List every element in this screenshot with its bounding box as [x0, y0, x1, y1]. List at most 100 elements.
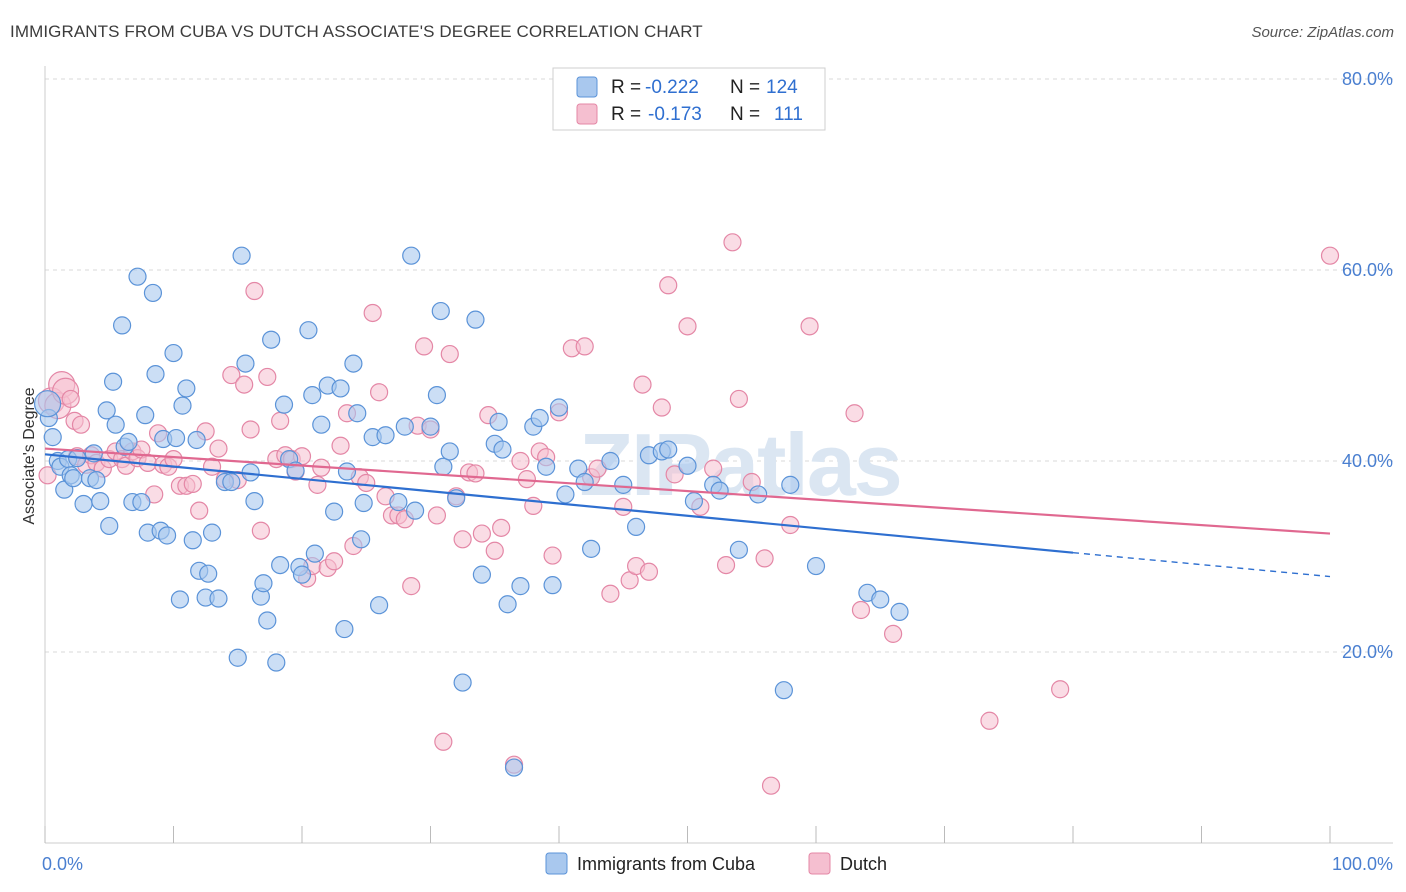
- cuba-point: [453, 673, 472, 692]
- legend-r-label-1: R =: [611, 77, 641, 98]
- cuba-point: [601, 451, 620, 471]
- dutch-point: [485, 541, 504, 560]
- dutch-point: [370, 383, 389, 402]
- dutch-points: [37, 233, 1340, 795]
- cuba-point: [106, 415, 125, 434]
- cuba-point: [348, 404, 367, 423]
- cuba-point: [781, 475, 800, 494]
- x-tick-label: 0.0%: [42, 854, 83, 874]
- dutch-point: [1051, 680, 1070, 699]
- cuba-point: [132, 492, 151, 512]
- cuba-point: [504, 758, 524, 777]
- cuba-point: [440, 442, 459, 461]
- chart-title: IMMIGRANTS FROM CUBA VS DUTCH ASSOCIATE'…: [10, 22, 703, 41]
- cuba-point: [376, 426, 395, 445]
- dutch-point: [851, 600, 871, 620]
- cuba-point: [549, 398, 569, 417]
- cuba-point: [493, 440, 512, 459]
- dutch-point: [183, 474, 202, 494]
- cuba-point: [684, 492, 704, 511]
- dutch-point: [1320, 246, 1340, 265]
- tick-labels: 20.0% 40.0% 60.0% 80.0% 0.0% 100.0%: [42, 69, 1393, 874]
- legend-swatch-dutch: [576, 103, 598, 125]
- dutch-point: [665, 465, 684, 484]
- dutch-point: [434, 732, 453, 751]
- cuba-point: [236, 354, 255, 373]
- cuba-point: [325, 502, 344, 521]
- dutch-point: [61, 389, 80, 409]
- cuba-point: [337, 462, 357, 481]
- cuba-point: [254, 574, 273, 593]
- dutch-point: [357, 473, 376, 493]
- dutch-point: [363, 303, 382, 323]
- cuba-point: [537, 457, 556, 476]
- dutch-point: [331, 436, 350, 455]
- dutch-point: [659, 276, 678, 295]
- cuba-point: [143, 283, 163, 303]
- cuba-point: [91, 492, 110, 511]
- cuba-point: [170, 590, 190, 609]
- cuba-point: [100, 516, 119, 536]
- cuba-point: [112, 316, 132, 335]
- cuba-point: [97, 401, 116, 420]
- x-tick-label: 100.0%: [1332, 854, 1393, 874]
- cuba-point: [370, 596, 389, 615]
- legend-swatch-cuba: [576, 76, 598, 98]
- cuba-point: [582, 539, 601, 558]
- cuba-point: [405, 501, 425, 520]
- legend-r-value-2: -0.173: [648, 104, 702, 125]
- cuba-point: [258, 611, 277, 630]
- dutch-point: [633, 375, 652, 394]
- dutch-point: [402, 577, 421, 596]
- dutch-point: [575, 337, 594, 356]
- cuba-point: [806, 556, 826, 576]
- dutch-point: [258, 367, 277, 387]
- cuba-point: [421, 417, 440, 436]
- cuba-point: [157, 526, 177, 545]
- cuba-point: [64, 469, 83, 488]
- y-tick-label: 40.0%: [1342, 451, 1393, 471]
- dutch-point: [222, 365, 241, 385]
- cuba-point: [173, 396, 192, 415]
- cuba-point: [146, 364, 165, 384]
- dutch-point: [639, 562, 659, 581]
- dutch-point: [427, 506, 447, 525]
- dutch-point: [472, 524, 491, 543]
- dutch-point: [614, 497, 633, 516]
- cuba-point: [209, 589, 228, 608]
- dutch-point: [440, 344, 459, 364]
- cuba-point: [511, 577, 530, 596]
- y-tick-label: 80.0%: [1342, 69, 1393, 89]
- watermark: ZIPatlas: [579, 415, 900, 514]
- dutch-point: [251, 521, 270, 540]
- cuba-point: [354, 493, 373, 513]
- cuba-point: [303, 386, 322, 405]
- cuba-point: [402, 246, 421, 265]
- cuba-point: [43, 428, 62, 447]
- cuba-point: [164, 343, 183, 363]
- dutch-point: [723, 233, 742, 252]
- dutch-point: [980, 711, 999, 730]
- dutch-point: [845, 404, 864, 423]
- dutch-point: [492, 518, 511, 537]
- dutch-point: [190, 501, 209, 520]
- cuba-point: [344, 354, 363, 373]
- cuba-points: [33, 246, 909, 777]
- cuba-point: [352, 530, 371, 549]
- cuba-point: [659, 440, 678, 459]
- cuba-point: [166, 428, 186, 448]
- cuba-point: [774, 681, 793, 700]
- dutch-point: [241, 420, 260, 439]
- dutch-point: [466, 464, 485, 483]
- dutch-point: [71, 415, 91, 434]
- cuba-point: [434, 457, 453, 476]
- trend-lines: [44, 447, 1331, 578]
- cuba-point: [245, 492, 264, 511]
- cuba-trend-extension: [1072, 551, 1331, 578]
- cuba-point: [183, 531, 202, 550]
- dutch-point: [414, 337, 434, 356]
- y-tick-label: 60.0%: [1342, 260, 1393, 280]
- cuba-point: [104, 372, 123, 391]
- cuba-point: [228, 648, 247, 667]
- cuba-point: [489, 412, 508, 431]
